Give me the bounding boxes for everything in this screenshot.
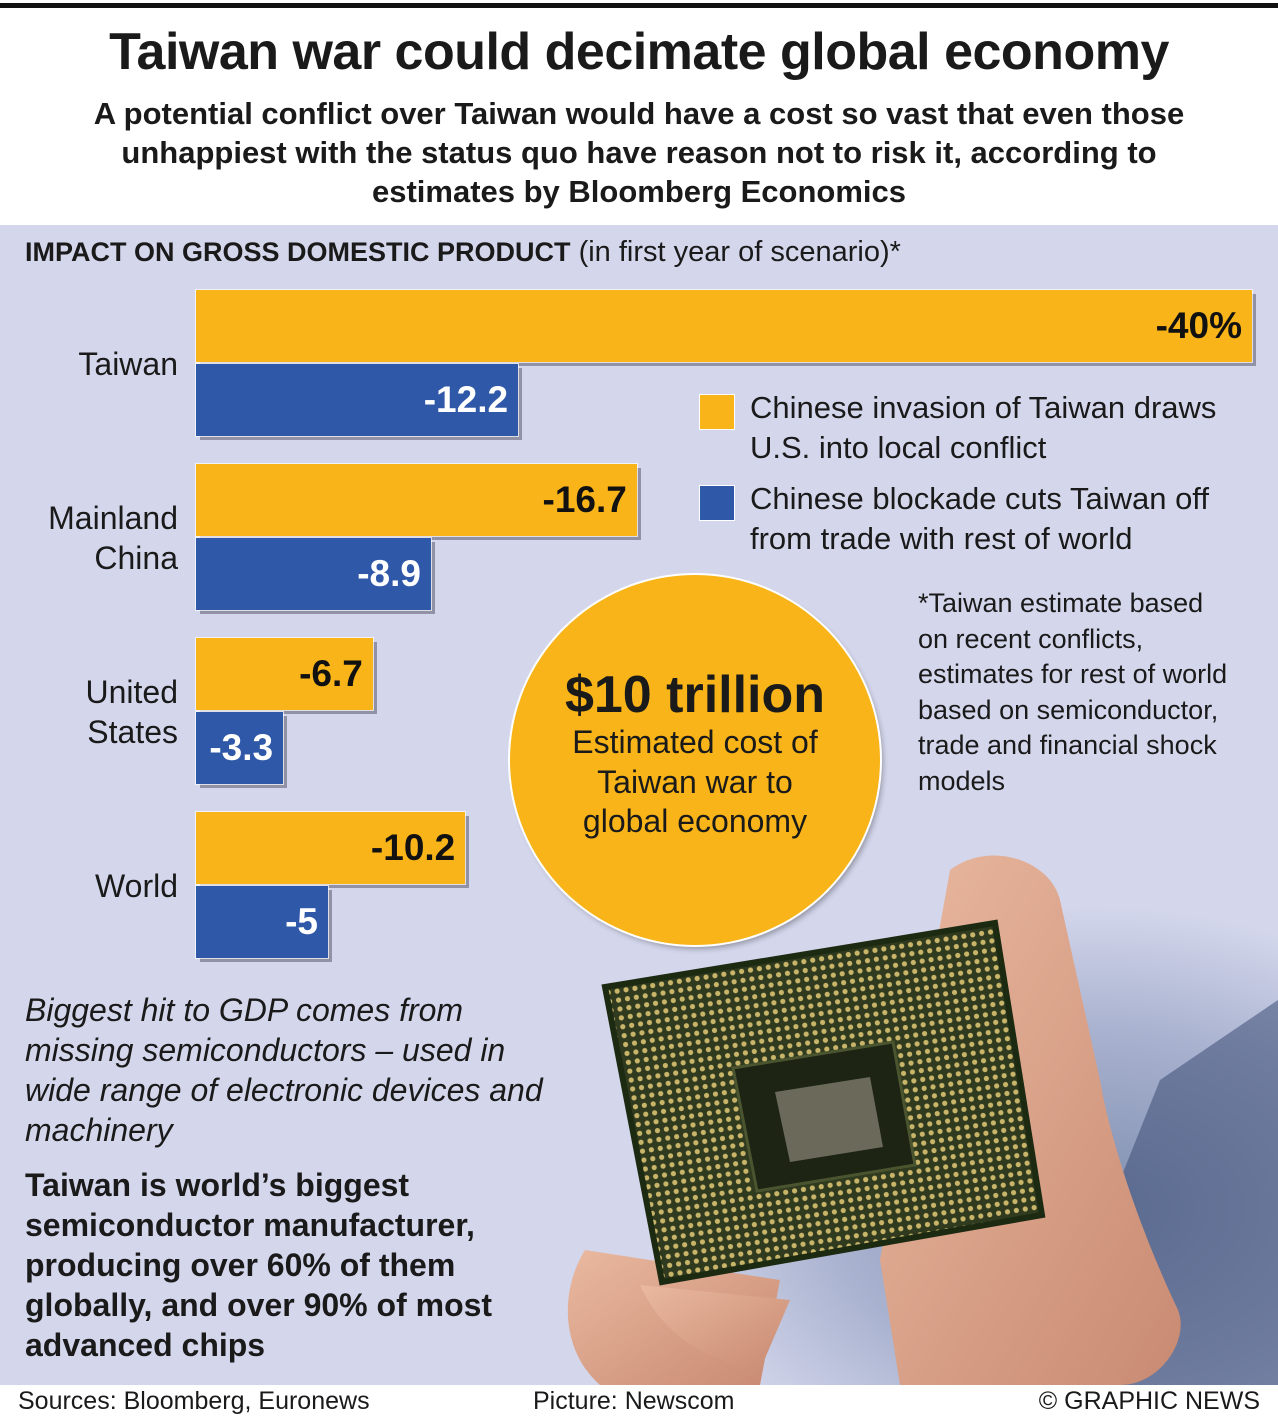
chart-subtitle: (in first year of scenario)*	[578, 236, 901, 268]
note: Taiwan is world’s biggest semiconductor …	[25, 1167, 493, 1363]
value-label: -10.2	[370, 827, 456, 868]
value-label: -3.3	[209, 727, 274, 768]
category-label: Taiwan	[78, 346, 178, 382]
value-label: -5	[285, 901, 318, 942]
value-label: -12.2	[423, 379, 509, 420]
value-label: -8.9	[357, 553, 421, 594]
bar: -8.9	[195, 537, 432, 611]
top-rule	[0, 3, 1278, 8]
category-label: United States	[85, 674, 179, 750]
sources: Sources: Bloomberg, Euronews	[18, 1387, 370, 1415]
bar: -40%	[195, 289, 1253, 363]
value-label: -40%	[1155, 305, 1242, 346]
bar: -16.7	[195, 463, 638, 537]
title: Taiwan war could decimate global economy	[109, 23, 1169, 81]
chart-title-main: IMPACT ON GROSS DOMESTIC PRODUCT	[25, 237, 571, 267]
callout-text: Estimated cost of Taiwan war to global e…	[572, 724, 818, 839]
callout-headline: $10 trillion	[564, 666, 826, 724]
category-label: World	[95, 868, 178, 904]
bar: -12.2	[194, 363, 520, 437]
picture-credit: Picture: Newscom	[533, 1387, 735, 1415]
bar: -3.3	[194, 711, 285, 785]
legend-swatch	[699, 485, 735, 521]
legend-label: Chinese invasion of Taiwan draws U.S. in…	[750, 390, 1217, 465]
bar: -5	[195, 885, 329, 959]
value-label: -16.7	[542, 479, 627, 520]
subtitle: A potential conflict over Taiwan would h…	[93, 96, 1185, 209]
note: Biggest hit to GDP comes from missing se…	[25, 992, 543, 1148]
legend-label: Chinese blockade cuts Taiwan off from tr…	[750, 481, 1209, 556]
footnote: *Taiwan estimate based on recent conflic…	[918, 588, 1228, 796]
bar: -10.2	[194, 811, 467, 885]
chart-title: IMPACT ON GROSS DOMESTIC PRODUCT (in fir…	[25, 236, 901, 269]
value-label: -6.7	[299, 653, 363, 694]
legend-swatch	[699, 394, 735, 430]
bar: -6.7	[195, 637, 374, 711]
category-label: Mainland China	[48, 500, 178, 576]
callout-circle: $10 trillion Estimated cost of Taiwan wa…	[510, 575, 880, 945]
credit: © GRAPHIC NEWS	[1038, 1387, 1260, 1415]
